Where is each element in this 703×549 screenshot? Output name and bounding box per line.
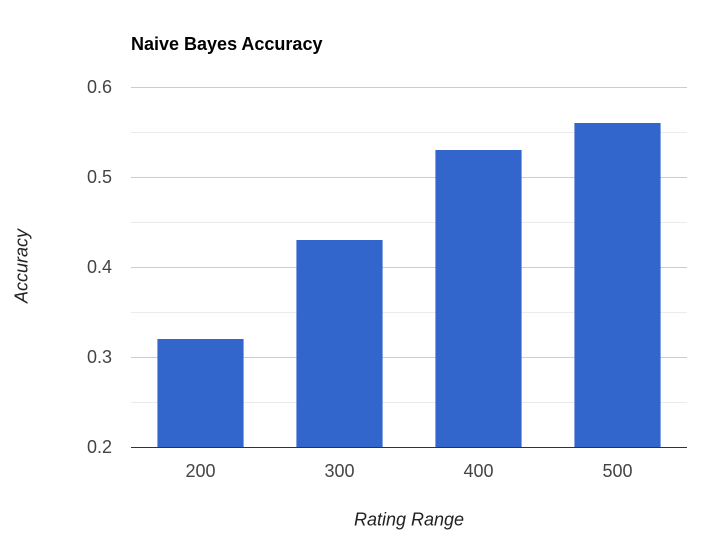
x-axis-label: Rating Range [353,509,465,530]
y-tick-label: 0.2 [87,437,112,457]
y-tick-label: 0.5 [87,167,112,187]
bar-500 [574,123,661,447]
x-tick-label: 300 [324,461,354,481]
y-tick-label: 0.3 [87,347,112,367]
bar-300 [296,240,383,447]
bars [157,123,661,447]
x-tick-label: 400 [463,461,493,481]
x-ticks: 200 300 400 500 [185,461,632,481]
x-tick-label: 200 [185,461,215,481]
chart-title: Naive Bayes Accuracy [131,34,323,54]
x-tick-label: 500 [602,461,632,481]
y-tick-label: 0.6 [87,77,112,97]
y-tick-label: 0.4 [87,257,112,277]
bar-200 [157,339,244,447]
y-ticks: 0.2 0.3 0.4 0.5 0.6 [87,77,112,457]
bar-400 [435,150,522,447]
